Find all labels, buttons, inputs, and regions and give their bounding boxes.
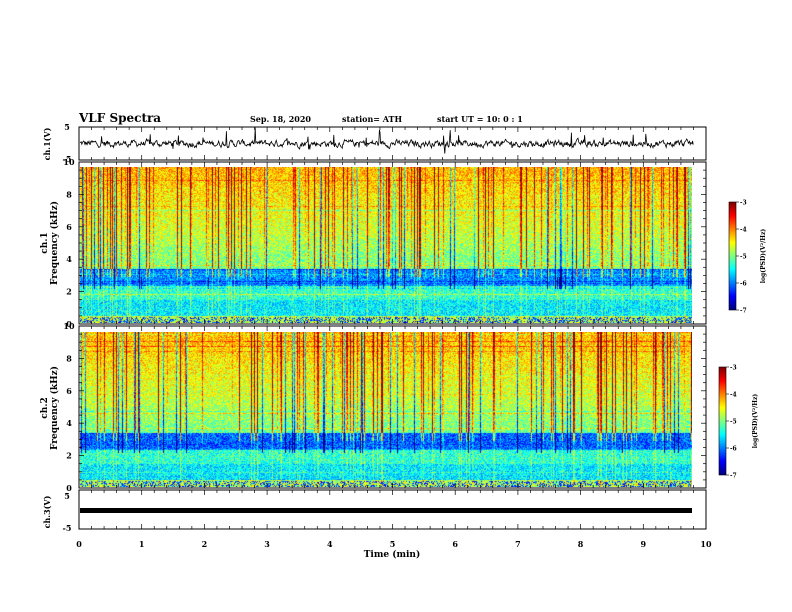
ch1-x-ticks: [78, 127, 707, 160]
colorbar-tick-label: -4: [730, 392, 737, 399]
frequency-tick-label: 6: [66, 222, 72, 232]
time-tick-label: 7: [515, 539, 521, 549]
ch3-ytick-bottom: -5: [63, 523, 72, 533]
colorbar-tick-label: -3: [740, 200, 747, 207]
time-tick-label: 1: [139, 539, 145, 549]
frequency-tick-label: 4: [66, 418, 72, 428]
time-tick-label: 6: [452, 539, 458, 549]
colorbar-tick-label: -7: [740, 308, 747, 315]
frequency-tick-label: 0: [66, 319, 72, 329]
ch1-colorbar-tick-labels: -3 -4 -5 -6 -7: [736, 200, 747, 315]
ch3-waveform-band: [80, 508, 692, 513]
colorbar-tick-label: -6: [730, 446, 737, 453]
ch1-channel-label: ch.1: [40, 232, 50, 253]
time-tick-label: 9: [641, 539, 647, 549]
ch3-waveform-panel: 5 -5 ch.3(V) 0 1 2 3 4 5 6 7 8 9 10 Time (min): [42, 489, 712, 560]
ch1-colorbar-label: log(PSD)(V²/Hz): [760, 229, 767, 284]
time-axis-label: Time (min): [364, 549, 421, 560]
ch2-frequency-tick-labels: 0 2 4 6 8 10: [63, 321, 75, 493]
ch3-v-axis-label: ch.3(V): [42, 495, 52, 528]
ch2-colorbar: [719, 367, 726, 475]
frequency-tick-label: 2: [66, 287, 72, 297]
ch2-colorbar-label: log(PSD)(V²/Hz): [752, 394, 759, 449]
ch1-frequency-tick-labels: 0 2 4 6 8 10: [63, 157, 75, 329]
time-tick-label: 2: [202, 539, 208, 549]
frequency-tick-label: 4: [66, 254, 72, 264]
ch3-x-ticks: [78, 490, 707, 529]
figure-title: VLF Spectra: [78, 111, 161, 125]
frequency-tick-label: 0: [66, 483, 72, 493]
start-ut-label: start UT = 10: 0 : 1: [437, 114, 523, 124]
ch2-spectrogram-ticks: [78, 325, 707, 489]
ch2-spectrogram-image: [80, 332, 692, 487]
ch1-ytick-bottom: -5: [63, 154, 72, 164]
colorbar-tick-label: -5: [730, 419, 737, 426]
frequency-tick-label: 10: [63, 157, 75, 167]
ch1-spectrogram-ticks: [78, 161, 707, 325]
ch1-spectrogram-image: [80, 167, 692, 323]
time-tick-label: 0: [76, 539, 82, 549]
date-label: Sep. 18, 2020: [250, 114, 311, 124]
time-tick-label: 4: [327, 539, 333, 549]
station-label: station= ATH: [342, 114, 402, 124]
ch1-colorbar: [729, 202, 736, 310]
frequency-tick-label: 10: [63, 321, 75, 331]
ch3-ytick-top: 5: [64, 491, 70, 501]
time-tick-label: 5: [390, 539, 396, 549]
colorbar-tick-label: -6: [740, 281, 747, 288]
colorbar-tick-label: -3: [730, 365, 737, 372]
ch2-channel-label: ch.2: [40, 397, 50, 418]
ch2-frequency-axis-label: Frequency (kHz): [49, 366, 60, 450]
ch1-waveform-panel: 5 -5 ch.1(V): [42, 122, 707, 164]
frequency-tick-label: 8: [66, 189, 72, 199]
time-tick-label: 3: [264, 539, 270, 549]
frequency-tick-label: 6: [66, 386, 72, 396]
frequency-tick-label: 8: [66, 353, 72, 363]
ch1-frequency-axis-label: Frequency (kHz): [49, 201, 60, 285]
ch1-waveform-line: [79, 127, 694, 154]
time-tick-label: 8: [578, 539, 584, 549]
ch1-ytick-top: 5: [64, 122, 70, 132]
time-axis-tick-labels: 0 1 2 3 4 5 6 7 8 9 10: [76, 539, 712, 549]
colorbar-tick-label: -7: [730, 473, 737, 480]
colorbar-tick-label: -4: [740, 227, 747, 234]
ch2-colorbar-tick-labels: -3 -4 -5 -6 -7: [726, 365, 737, 480]
ch1-v-axis-label: ch.1(V): [42, 127, 52, 160]
frequency-tick-label: 2: [66, 451, 72, 461]
time-tick-label: 10: [700, 539, 712, 549]
colorbar-tick-label: -5: [740, 254, 747, 261]
